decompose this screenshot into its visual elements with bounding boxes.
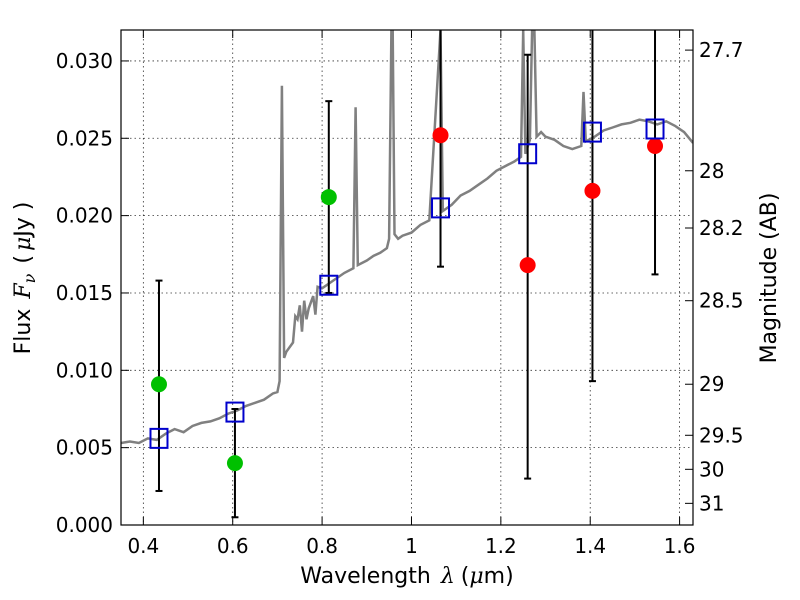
data-point-circle bbox=[150, 376, 167, 393]
y2-tick-label: 30 bbox=[699, 457, 724, 481]
y-tick-label: 0.030 bbox=[56, 49, 113, 73]
axis-ticks: 0.4 0.6 0.8 1 1.2 1.4 1.6 0.000 0.005 0.010 0.015 0… bbox=[56, 30, 744, 558]
y-tick-label: 0.015 bbox=[56, 281, 113, 305]
data-point-square bbox=[645, 118, 665, 140]
data-point-circle bbox=[647, 138, 664, 155]
data-point-circle bbox=[519, 257, 536, 274]
y2-tick-label: 29.5 bbox=[699, 423, 744, 447]
y-tick-label: 0.005 bbox=[56, 436, 113, 460]
y2-tick-label: 31 bbox=[699, 491, 724, 515]
x-tick-label: 1 bbox=[405, 534, 418, 558]
data-point-square bbox=[149, 427, 169, 449]
data-point-square bbox=[582, 121, 602, 143]
plot-area bbox=[121, 30, 693, 519]
x-tick-label: 1.6 bbox=[664, 534, 696, 558]
x-tick-label: 0.4 bbox=[127, 534, 159, 558]
y2-axis-label: Magnitude (AB) bbox=[757, 193, 782, 364]
data-point-circle bbox=[226, 455, 243, 472]
x-axis-label: Wavelength λ (μm) bbox=[300, 564, 513, 589]
data-point-circle bbox=[432, 127, 449, 144]
data-point-square bbox=[319, 274, 339, 296]
y-tick-label: 0.020 bbox=[56, 204, 113, 228]
y2-tick-label: 28 bbox=[699, 159, 724, 183]
y-tick-label: 0.010 bbox=[56, 358, 113, 382]
y2-tick-label: 28.2 bbox=[699, 216, 744, 240]
y2-tick-label: 29 bbox=[699, 372, 724, 396]
model-spectrum-line bbox=[121, 30, 693, 445]
y-tick-label: 0.000 bbox=[56, 513, 113, 537]
x-tick-label: 1.4 bbox=[574, 534, 606, 558]
y2-tick-label: 28.5 bbox=[699, 289, 744, 313]
x-tick-label: 1.2 bbox=[485, 534, 517, 558]
data-point-square bbox=[518, 143, 538, 165]
plot-frame bbox=[120, 29, 694, 526]
data-point-circle bbox=[584, 182, 601, 199]
x-tick-label: 0.8 bbox=[306, 534, 338, 558]
data-point-square bbox=[431, 197, 451, 219]
y-axis-label: FluxFν(μJy ) bbox=[11, 202, 39, 355]
y2-tick-label: 27.7 bbox=[699, 38, 744, 62]
data-point-circle bbox=[320, 189, 337, 206]
x-tick-label: 0.6 bbox=[217, 534, 249, 558]
grid-lines bbox=[121, 30, 693, 526]
data-point-square bbox=[225, 401, 245, 423]
y-tick-label: 0.025 bbox=[56, 126, 113, 150]
